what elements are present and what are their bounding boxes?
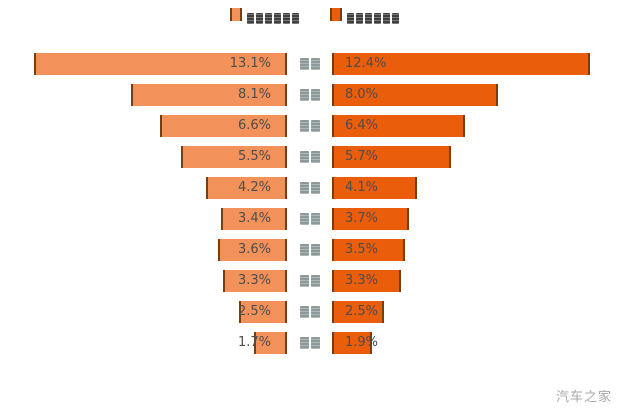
value-label-left: 5.5%: [237, 149, 271, 164]
bar-left: [206, 177, 287, 199]
chart-row: 5.5% 5.7%: [0, 146, 620, 168]
value-label-left: 8.1%: [237, 87, 271, 102]
legend-label-series2: [346, 8, 400, 27]
bar-left: [34, 53, 287, 75]
category-label: [287, 332, 332, 354]
legend-swatch-series2: [330, 8, 342, 21]
category-label: [287, 301, 332, 323]
bar-right: [332, 84, 498, 106]
chart-row: 13.1% 12.4%: [0, 53, 620, 75]
bar-left: [239, 301, 287, 323]
value-label-right: 4.1%: [345, 180, 379, 195]
watermark-autohome: 汽车之家: [555, 390, 612, 405]
chart-row: 4.2% 4.1%: [0, 177, 620, 199]
bar-right: [332, 146, 451, 168]
category-label: [287, 146, 332, 168]
value-label-right: 3.5%: [345, 242, 379, 257]
bar-left: [223, 270, 287, 292]
value-label-right: 5.7%: [345, 149, 379, 164]
bar-right: [332, 115, 465, 137]
bar-right: [332, 208, 409, 230]
chart-row: 8.1% 8.0%: [0, 84, 620, 106]
value-label-right: 2.5%: [345, 304, 379, 319]
value-label-left: 4.2%: [237, 180, 271, 195]
value-label-right: 1.9%: [345, 335, 379, 350]
chart-row: 1.7% 1.9%: [0, 332, 620, 354]
value-label-left: 6.6%: [237, 118, 271, 133]
chart-row: 3.4% 3.7%: [0, 208, 620, 230]
chart-row: 3.3% 3.3%: [0, 270, 620, 292]
chart-row: 2.5% 2.5%: [0, 301, 620, 323]
bar-right: [332, 301, 384, 323]
bar-right: [332, 239, 405, 261]
value-label-left: 1.7%: [237, 335, 271, 350]
bar-left: [218, 239, 287, 261]
value-label-left: 3.3%: [237, 273, 271, 288]
bar-left: [160, 115, 287, 137]
value-label-right: 8.0%: [345, 87, 379, 102]
category-label: [287, 239, 332, 261]
value-label-right: 6.4%: [345, 118, 379, 133]
category-label: [287, 53, 332, 75]
bar-right: [332, 177, 417, 199]
bar-left: [254, 332, 287, 354]
category-label: [287, 208, 332, 230]
chart-row: 3.6% 3.5%: [0, 239, 620, 261]
category-label: [287, 115, 332, 137]
value-label-left: 13.1%: [229, 56, 271, 71]
value-label-left: 2.5%: [237, 304, 271, 319]
bar-right: [332, 332, 372, 354]
value-label-left: 3.6%: [237, 242, 271, 257]
value-label-right: 12.4%: [345, 56, 387, 71]
category-label: [287, 177, 332, 199]
value-label-right: 3.7%: [345, 211, 379, 226]
category-label: [287, 270, 332, 292]
chart-row: 6.6% 6.4%: [0, 115, 620, 137]
bar-left: [131, 84, 287, 106]
bar-right: [332, 53, 590, 75]
value-label-left: 3.4%: [237, 211, 271, 226]
bar-right: [332, 270, 401, 292]
bar-left: [181, 146, 287, 168]
legend-swatch-series1: [230, 8, 242, 21]
bar-left: [221, 208, 287, 230]
value-label-right: 3.3%: [345, 273, 379, 288]
legend-label-series1: [246, 8, 300, 27]
category-label: [287, 84, 332, 106]
